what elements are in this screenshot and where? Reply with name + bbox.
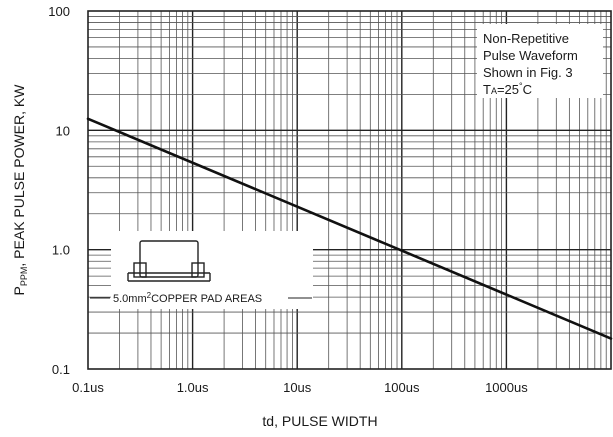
y-tick-label: 0.1: [52, 362, 70, 377]
y-tick-label: 1.0: [52, 243, 70, 258]
pad-rest: COPPER PAD AREAS: [151, 293, 262, 305]
condition-temperature: TA=25°C: [483, 81, 532, 97]
y-tick-label: 100: [48, 4, 70, 19]
series-line-1: [86, 117, 613, 340]
pad-prefix: 5.0mm: [113, 293, 147, 305]
y-tick-label: 10: [56, 123, 70, 138]
pad-annotation: 5.0mm2COPPER PAD AREAS: [90, 231, 313, 309]
condition-line-3: Shown in Fig. 3: [483, 65, 573, 80]
grid: [88, 11, 611, 369]
y-axis-title-rest: , PEAK PULSE POWER, KW: [11, 84, 27, 267]
temp-degree: °: [519, 81, 523, 91]
y-axis-title: PPPM, PEAK PULSE POWER, KW: [11, 84, 29, 296]
x-axis-title: td, PULSE WIDTH: [262, 413, 377, 429]
temp-value: =25: [497, 82, 519, 97]
plot-frame: [87, 10, 612, 370]
x-tick-label: 1000us: [485, 380, 528, 395]
temp-subscript: A: [491, 86, 497, 96]
temp-prefix: T: [483, 82, 491, 97]
x-tick-label: 1.0us: [177, 380, 209, 395]
temp-unit: C: [523, 82, 532, 97]
y-axis-title-subscript: PPM: [19, 267, 29, 287]
pad-area-label: 5.0mm2COPPER PAD AREAS: [113, 291, 262, 305]
tick-labels: 0.1us 1.0us 10us 100us 1000us 0.1 1.0 10 100: [48, 4, 528, 395]
x-tick-label: 0.1us: [72, 380, 104, 395]
conditions-annotation: Non-Repetitive Pulse Waveform Shown in F…: [477, 24, 603, 98]
x-tick-label: 10us: [283, 380, 312, 395]
y-axis-title-prefix: P: [11, 286, 27, 295]
x-tick-label: 100us: [384, 380, 420, 395]
condition-line-1: Non-Repetitive: [483, 31, 569, 46]
series: [86, 117, 613, 340]
condition-line-2: Pulse Waveform: [483, 48, 578, 63]
smd-package-icon: [127, 240, 211, 282]
conditions-box: [477, 24, 603, 98]
pad-superscript: 2: [147, 291, 152, 300]
